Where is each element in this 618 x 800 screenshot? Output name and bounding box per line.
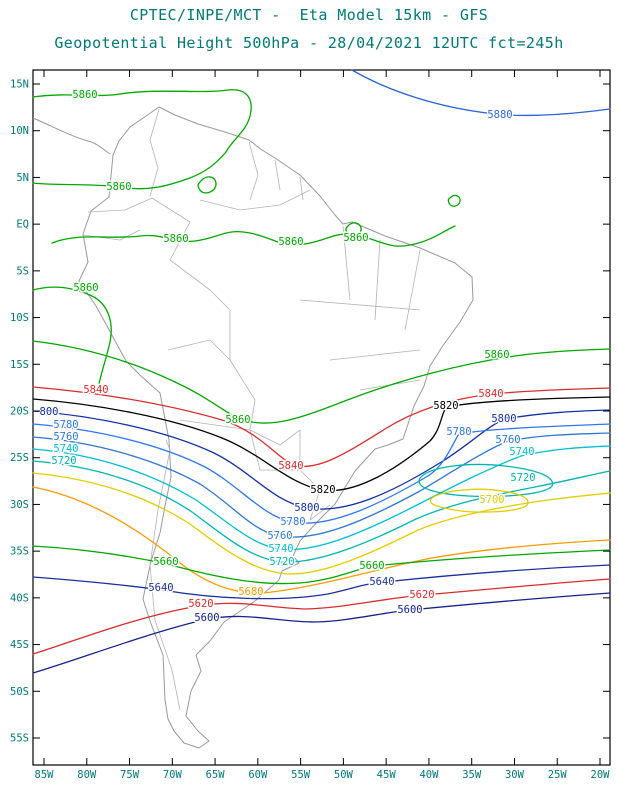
contour-label-5860: 5860 [72, 89, 97, 101]
contour-label-5760: 5760 [267, 530, 292, 542]
lon-tick-label: 20W [591, 769, 611, 781]
contour-label-5720: 5720 [510, 472, 535, 484]
contour-label-5780: 5780 [280, 516, 305, 528]
coastline [32, 106, 474, 749]
contour-label-5860: 5860 [343, 232, 368, 244]
lon-tick-label: 50W [334, 769, 354, 781]
lat-tick-label: 15S [10, 359, 29, 371]
contour-label-5800: 800 [40, 406, 59, 418]
lat-tick-label: 50S [10, 686, 29, 698]
lat-tick-label: EQ [16, 219, 29, 231]
contour-label-5780: 5780 [53, 419, 78, 431]
lon-tick-label: 45W [377, 769, 397, 781]
contour-label-5680: 5680 [238, 586, 263, 598]
contour-label-5840: 5840 [83, 384, 108, 396]
contour-label-5860: 5860 [73, 282, 98, 294]
lon-tick-label: 85W [35, 769, 55, 781]
contour-labels: 5860 5880 5860 5860 5860 5860 5860 5860 5860 5840… [38, 88, 537, 626]
contour-lines [32, 69, 611, 674]
contour-label-5820: 5820 [310, 484, 335, 496]
contour-label-5620: 5620 [409, 589, 434, 601]
lon-tick-label: 40W [419, 769, 439, 781]
contour-label-5860: 5860 [106, 181, 131, 193]
contour-label-5720: 5720 [269, 556, 294, 568]
lon-tick-label: 25W [548, 769, 568, 781]
contour-label-5700: 5700 [479, 494, 504, 506]
contour-label-5760: 5760 [53, 431, 78, 443]
contour-label-5860: 5860 [225, 414, 250, 426]
contour-label-5820: 5820 [433, 400, 458, 412]
contour-label-5740: 5740 [53, 443, 78, 455]
contour-label-5780: 5780 [446, 426, 471, 438]
contour-label-5620: 5620 [188, 598, 213, 610]
lat-tick-label: 5S [16, 265, 29, 277]
lon-tick-label: 80W [77, 769, 97, 781]
contour-label-5600: 5600 [397, 604, 422, 616]
contour-label-5860: 5860 [278, 236, 303, 248]
lat-tick-label: 35S [10, 546, 29, 558]
lat-tick-label: 25S [10, 452, 29, 464]
lon-tick-label: 65W [206, 769, 226, 781]
lon-tick-label: 30W [505, 769, 525, 781]
axis-layer: 15N 10N 5N EQ 5S 10S 15S 20S 25S 30S 35S 40S 45S 50S 5… [10, 70, 610, 781]
south-america-coast [78, 106, 474, 749]
central-america-coast [32, 117, 111, 155]
contour-label-5760: 5760 [495, 434, 520, 446]
contour-label-5740: 5740 [509, 446, 534, 458]
contour-label-5660: 5660 [153, 556, 178, 568]
chart-title: CPTEC/INPE/MCT - Eta Model 15km - GFS [129, 6, 489, 24]
lat-tick-label: 20S [10, 405, 29, 417]
lon-tick-label: 55W [291, 769, 311, 781]
contour-label-5720: 5720 [51, 455, 76, 467]
lon-tick-label: 60W [248, 769, 268, 781]
contour-label-5660: 5660 [359, 560, 384, 572]
contour-label-5860: 5860 [163, 233, 188, 245]
contour-label-5740: 5740 [268, 543, 293, 555]
lat-tick-label: 10S [10, 312, 29, 324]
country-borders [82, 108, 421, 711]
lat-tick-label: 30S [10, 499, 29, 511]
lat-tick-label: 15N [10, 79, 29, 91]
map-frame [32, 69, 611, 766]
contour-label-5800: 5800 [294, 502, 319, 514]
lon-tick-label: 70W [163, 769, 183, 781]
contour-label-5600: 5600 [194, 612, 219, 624]
chart-subtitle: Geopotential Height 500hPa - 28/04/2021 … [54, 34, 564, 52]
contour-label-5840: 5840 [278, 460, 303, 472]
lat-tick-label: 55S [10, 732, 29, 744]
lon-tick-label: 35W [462, 769, 482, 781]
contour-label-5800: 5800 [491, 413, 516, 425]
lat-tick-label: 40S [10, 592, 29, 604]
contour-label-5860: 5860 [484, 349, 509, 361]
contour-label-5640: 5640 [148, 582, 173, 594]
lat-tick-label: 45S [10, 639, 29, 651]
lat-tick-label: 10N [10, 125, 29, 137]
contour-label-5640: 5640 [369, 576, 394, 588]
contour-label-5880: 5880 [487, 109, 512, 121]
contour-label-5840: 5840 [478, 388, 503, 400]
lon-tick-label: 75W [120, 769, 140, 781]
lat-tick-label: 5N [16, 172, 29, 184]
